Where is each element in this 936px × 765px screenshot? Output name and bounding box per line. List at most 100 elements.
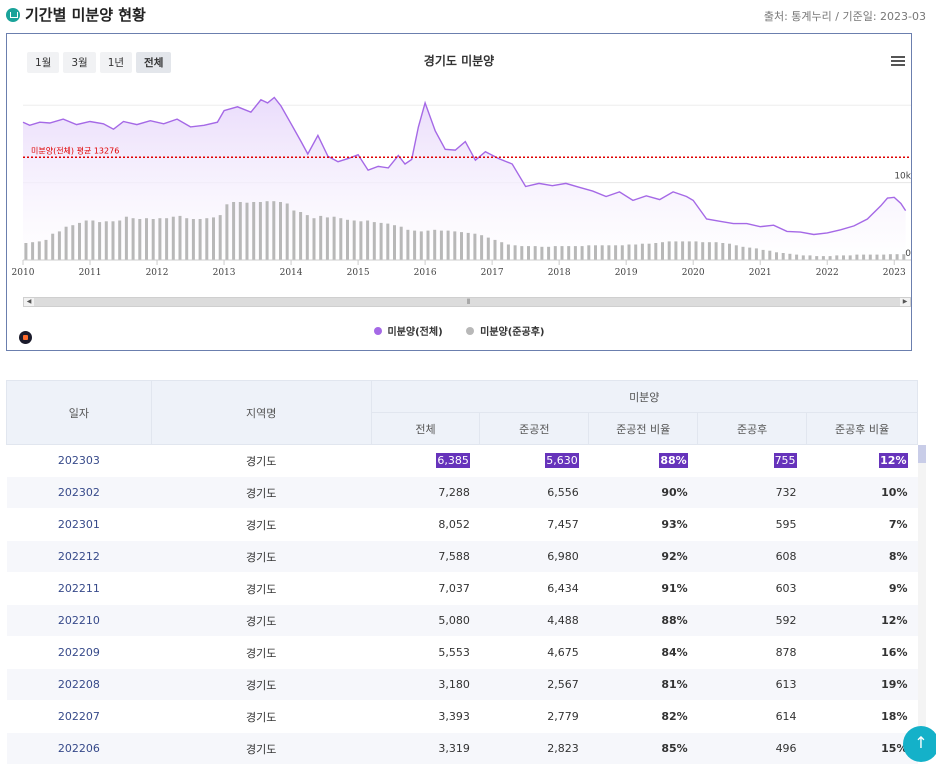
scroll-left-icon[interactable]: ◀	[24, 298, 34, 306]
cell-post: 613	[697, 668, 807, 701]
range-button-3m[interactable]: 3월	[63, 52, 96, 73]
unsold-table: 일자 지역명 미분양 전체 준공전 준공전 비율 준공후 준공후 비율 2023…	[6, 380, 919, 765]
unsold-chart: 미분양(전체) 평균 13276 10k 0 2010 2011 2012 2013 2014…	[12, 96, 912, 278]
cell-region: 경기도	[151, 604, 372, 637]
header-pre[interactable]: 준공전	[479, 412, 590, 445]
header-post-ratio[interactable]: 준공후 비율	[806, 412, 918, 445]
completed-bar	[728, 243, 731, 260]
scroll-right-icon[interactable]: ▶	[900, 298, 910, 306]
cell-pre: 2,823	[479, 732, 589, 765]
cell-region: 경기도	[151, 668, 372, 701]
cell-value: 91%	[661, 582, 688, 595]
cell-region: 경기도	[151, 732, 372, 765]
completed-bar	[868, 254, 872, 260]
completed-bar	[594, 245, 597, 260]
x-tick-label: 2020	[682, 268, 705, 278]
completed-bar	[815, 256, 819, 260]
cell-value: 202207	[57, 710, 100, 723]
completed-bar	[460, 232, 463, 260]
completed-bar	[587, 245, 591, 260]
legend-item-completed[interactable]: 미분양(준공후)	[466, 323, 544, 338]
cell-value: 7,288	[438, 486, 470, 499]
table-row[interactable]: 202212 경기도 7,588 6,980 92% 608 8%	[6, 540, 918, 573]
cell-value: 경기도	[245, 550, 277, 564]
table-row[interactable]: 202211 경기도 7,037 6,434 91% 603 9%	[6, 572, 918, 605]
table-row[interactable]: 202303 경기도 6,385 5,630 88% 755 12%	[6, 444, 918, 477]
completed-bar	[734, 245, 738, 260]
table-row[interactable]: 202207 경기도 3,393 2,779 82% 614 18%	[6, 700, 918, 733]
completed-bar	[352, 220, 356, 260]
cell-value: 경기도	[245, 486, 277, 500]
header-region[interactable]: 지역명	[150, 380, 372, 445]
completed-bar	[359, 221, 363, 260]
legend-item-total[interactable]: 미분양(전체)	[373, 323, 443, 338]
table-scrollbar[interactable]	[918, 445, 926, 745]
cell-value: 202208	[57, 678, 100, 691]
scroll-top-button[interactable]: ↑	[903, 726, 936, 762]
cell-total: 8,052	[371, 508, 480, 541]
completed-bar	[439, 230, 443, 260]
completed-bar	[560, 246, 564, 260]
x-tick-label: 2013	[213, 268, 236, 278]
completed-bar	[37, 241, 41, 260]
cell-value: 16%	[881, 646, 908, 659]
cell-value: 595	[775, 518, 797, 531]
header-total[interactable]: 전체	[370, 412, 481, 445]
completed-bar	[553, 246, 557, 260]
page-title-text: 기간별 미분양 현황	[25, 6, 146, 24]
completed-bar	[51, 233, 55, 260]
header-date[interactable]: 일자	[6, 380, 152, 445]
scroll-thumb[interactable]	[918, 445, 926, 463]
arrow-up-icon: ↑	[914, 733, 928, 752]
range-button-1m[interactable]: 1월	[27, 52, 60, 73]
completed-bar	[882, 254, 886, 260]
range-button-1y[interactable]: 1년	[99, 52, 133, 73]
completed-bar	[520, 246, 524, 260]
cell-pre-ratio: 85%	[588, 732, 698, 765]
completed-bar	[888, 254, 892, 260]
chart-scrollbar[interactable]: ◀ ⦀ ▶	[23, 297, 911, 307]
x-tick-label: 2015	[347, 268, 370, 278]
header-post[interactable]: 준공후	[697, 412, 808, 445]
cell-value: 202211	[57, 582, 100, 595]
completed-bar	[406, 229, 410, 260]
header-pre-ratio[interactable]: 준공전 비율	[588, 412, 699, 445]
cell-date: 202207	[6, 700, 152, 733]
cell-date: 202211	[6, 572, 152, 605]
cell-total: 3,393	[371, 700, 480, 733]
cell-post-ratio: 8%	[806, 540, 918, 573]
completed-bar	[386, 223, 390, 260]
completed-bar	[198, 219, 202, 260]
table-row[interactable]: 202206 경기도 3,319 2,823 85% 496 15%	[6, 732, 918, 765]
table-row[interactable]: 202302 경기도 7,288 6,556 90% 732 10%	[6, 476, 918, 509]
cell-value: 2,823	[547, 742, 579, 755]
cell-post-ratio: 10%	[806, 476, 918, 509]
completed-bar	[413, 230, 417, 260]
cell-value: 경기도	[245, 582, 277, 596]
cell-total: 3,180	[371, 668, 480, 701]
cell-total: 5,080	[371, 604, 480, 637]
completed-bar	[191, 219, 195, 260]
completed-bar	[232, 202, 236, 260]
table-row[interactable]: 202209 경기도 5,553 4,675 84% 878 16%	[6, 636, 918, 669]
completed-bar	[480, 235, 484, 260]
table-row[interactable]: 202208 경기도 3,180 2,567 81% 613 19%	[6, 668, 918, 701]
x-tick-label: 2018	[548, 268, 571, 278]
table-row[interactable]: 202301 경기도 8,052 7,457 93% 595 7%	[6, 508, 918, 541]
completed-bar	[795, 254, 799, 260]
completed-bar	[661, 242, 664, 260]
completed-bar	[312, 218, 316, 260]
cell-pre-ratio: 90%	[588, 476, 698, 509]
range-button-all[interactable]: 전체	[136, 52, 172, 73]
cell-value: 경기도	[245, 614, 277, 628]
menu-icon[interactable]	[891, 56, 905, 66]
cell-value: 경기도	[245, 710, 277, 724]
cell-post-ratio: 9%	[806, 572, 918, 605]
completed-bar	[862, 254, 866, 260]
table-row[interactable]: 202210 경기도 5,080 4,488 88% 592 12%	[6, 604, 918, 637]
cell-value: 202209	[57, 646, 100, 659]
completed-bar	[848, 255, 852, 260]
total-area	[23, 97, 906, 260]
scroll-grip-icon[interactable]: ⦀	[467, 298, 471, 306]
completed-bar	[111, 221, 115, 260]
